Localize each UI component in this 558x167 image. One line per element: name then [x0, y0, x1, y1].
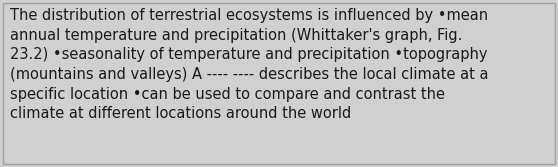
Text: The distribution of terrestrial ecosystems is influenced by •mean
annual tempera: The distribution of terrestrial ecosyste… [10, 8, 489, 121]
